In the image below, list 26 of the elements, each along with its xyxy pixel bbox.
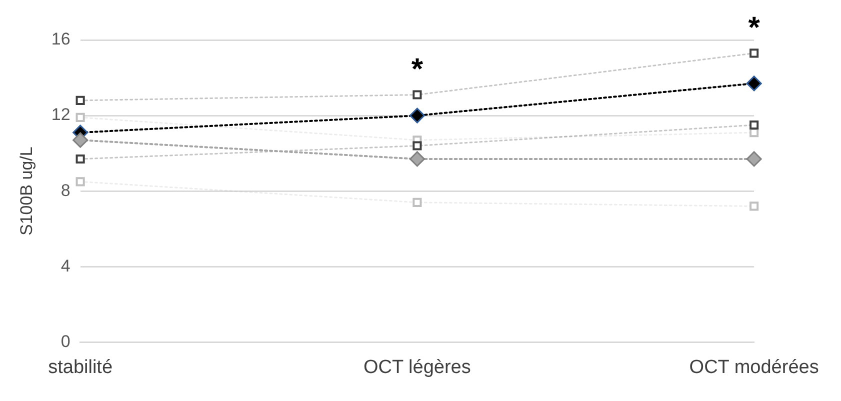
y-tick-label: 0 [60,332,70,351]
y-tick-label: 8 [60,180,70,200]
point [76,154,85,164]
point [750,120,759,130]
y-tick-label: 12 [51,105,70,124]
y-tick-label: 4 [60,256,70,276]
x-tick-label: OCT légères [364,356,471,378]
y-tick-label: 16 [51,30,70,49]
x-tick-label: OCT modérées [689,356,819,378]
point [409,151,425,167]
y-axis-title: S100B ug/L [16,146,36,236]
point [72,132,88,148]
point [412,90,422,100]
annotation: * [411,53,424,86]
point [746,76,762,92]
point [746,151,762,167]
x-tick-label: stabilité [48,356,113,378]
point [409,108,425,124]
point [412,141,422,150]
point [76,112,85,122]
point [76,177,85,186]
point [76,96,85,105]
point [412,198,422,207]
annotation: * [748,11,760,44]
point [750,48,759,58]
point [750,202,759,211]
